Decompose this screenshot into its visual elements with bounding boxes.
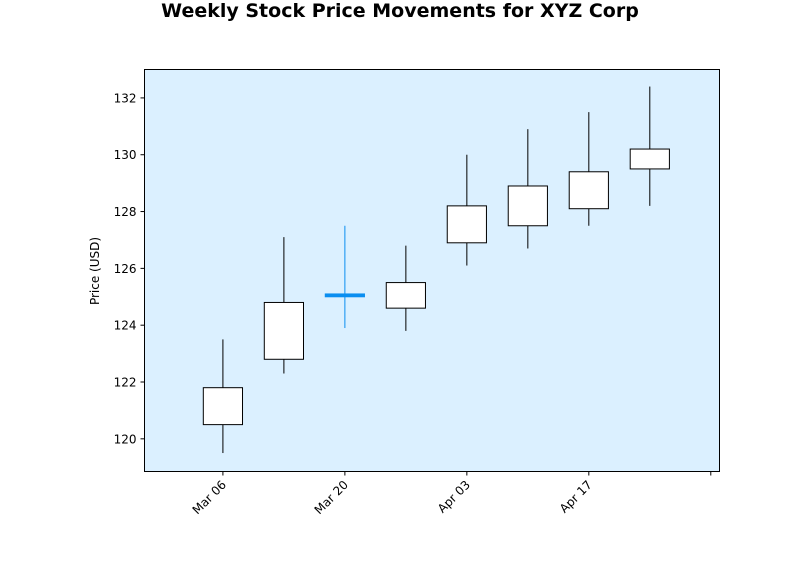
candle-2023-03-27 bbox=[385, 245, 426, 331]
candle-body bbox=[202, 387, 244, 426]
candle-body bbox=[324, 293, 365, 298]
candle-2023-03-13 bbox=[263, 237, 304, 374]
y-tick-label: 124 bbox=[114, 319, 137, 333]
y-tick-label: 130 bbox=[114, 148, 137, 162]
candle-body bbox=[629, 148, 670, 170]
y-tick-label: 132 bbox=[114, 91, 137, 105]
candles-group bbox=[202, 86, 670, 454]
x-tick-label: Apr 03 bbox=[435, 478, 473, 516]
x-axis: Mar 06 Mar 20 Apr 03 Apr 17 bbox=[190, 471, 712, 517]
x-tick-label: Mar 20 bbox=[312, 478, 351, 517]
chart-title: Weekly Stock Price Movements for XYZ Cor… bbox=[161, 0, 639, 22]
candle-2023-04-03 bbox=[446, 154, 487, 266]
y-tick-label: 126 bbox=[114, 262, 137, 276]
y-tick-label: 128 bbox=[114, 205, 137, 219]
plot-frame bbox=[144, 69, 720, 472]
x-tick-label: Mar 06 bbox=[190, 478, 229, 517]
candle-body bbox=[385, 282, 426, 309]
y-axis-label: Price (USD) bbox=[88, 237, 102, 305]
candle-2023-04-10 bbox=[507, 129, 548, 249]
candle-2023-04-24 bbox=[629, 86, 670, 206]
y-axis: 120 122 124 126 128 130 132 bbox=[114, 91, 145, 446]
candle-body bbox=[263, 301, 304, 360]
candle-body bbox=[446, 205, 487, 244]
candle-2023-03-06 bbox=[202, 339, 244, 454]
x-tick-label: Apr 17 bbox=[557, 478, 595, 516]
candle-body bbox=[507, 185, 548, 227]
candle-body bbox=[568, 171, 609, 210]
y-tick-label: 120 bbox=[114, 432, 137, 446]
candle-2023-03-20 bbox=[324, 225, 365, 329]
y-tick-label: 122 bbox=[114, 376, 137, 390]
candle-2023-04-17 bbox=[568, 112, 609, 226]
